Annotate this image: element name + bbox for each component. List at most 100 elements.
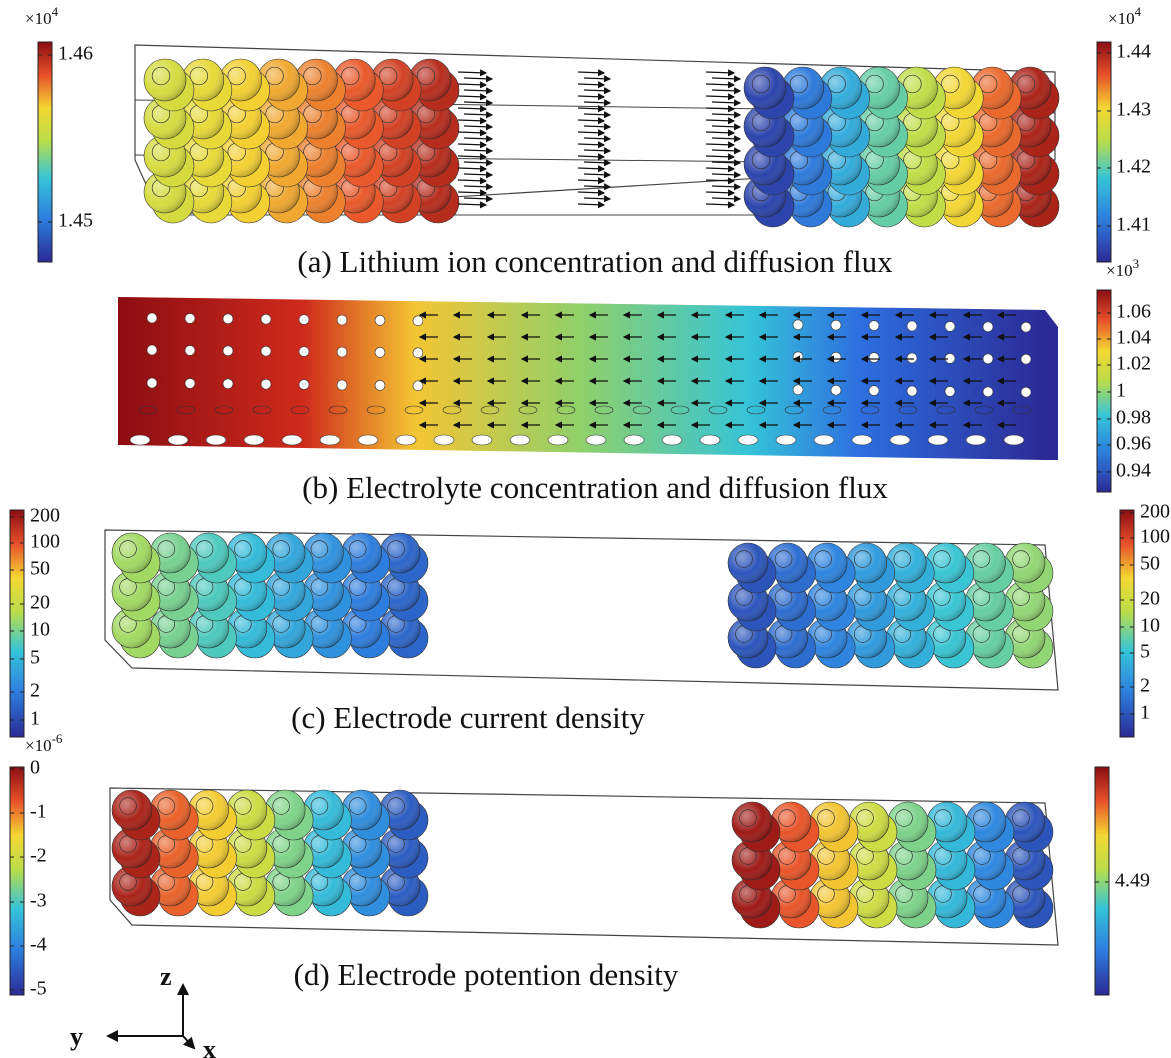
flux-arrow: [464, 114, 492, 115]
axis-label: y: [70, 1022, 83, 1051]
flux-arrow: [584, 138, 610, 139]
flux-arrow: [706, 144, 734, 145]
colorbar-tick-label: -2: [30, 845, 47, 867]
pore: [907, 353, 917, 363]
flux-arrow: [584, 126, 610, 127]
pore: [624, 435, 644, 445]
flux-arrow: [578, 108, 604, 109]
colorbar-tick-label: 5: [1140, 641, 1150, 663]
flux-arrow: [584, 198, 610, 199]
pore: [261, 346, 271, 356]
pore: [337, 315, 347, 325]
colorbar-tick-label: 0: [30, 757, 40, 779]
flux-arrow: [706, 72, 734, 73]
colorbar-tick-label: 1.02: [1116, 353, 1151, 375]
pore: [907, 386, 917, 396]
pore: [261, 379, 271, 389]
colorbar-tick-label: 1.43: [1116, 99, 1151, 121]
caption: (d) Electrode potention density: [294, 957, 679, 992]
particle-shade: [144, 59, 186, 101]
flux-arrow: [464, 90, 492, 91]
colorbar-tick-label: 50: [30, 558, 50, 580]
flux-arrow: [712, 162, 740, 163]
pore: [945, 321, 955, 331]
pore: [320, 435, 340, 445]
pore: [337, 347, 347, 357]
colorbar: [1120, 510, 1134, 737]
colorbar-exponent: ×104: [25, 4, 59, 28]
colorbar-exponent: ×104: [1108, 4, 1142, 28]
pore: [793, 385, 803, 395]
pore: [375, 315, 385, 325]
flux-arrow: [458, 108, 486, 109]
flux-arrow: [712, 90, 740, 91]
colorbar-tick-label: 100: [1140, 526, 1170, 548]
flux-arrow: [464, 186, 492, 187]
pore: [945, 386, 955, 396]
flux-arrow: [578, 144, 604, 145]
flux-arrow: [464, 126, 492, 127]
flux-arrow: [712, 150, 740, 151]
exponent-power: 3: [1133, 256, 1140, 271]
flux-arrow: [458, 96, 486, 97]
flux-arrow: [712, 126, 740, 127]
exponent-power: 4: [52, 4, 59, 19]
flux-arrow: [578, 168, 604, 169]
pore: [793, 352, 803, 362]
pore: [413, 348, 423, 358]
colorbar-tick-label: 1.06: [1116, 301, 1151, 323]
flux-arrow: [458, 180, 486, 181]
pore: [1004, 435, 1024, 445]
colorbar: [10, 510, 24, 737]
colorbar-tick-label: 0.98: [1116, 407, 1151, 429]
particle-shade: [732, 802, 772, 842]
flux-arrow: [458, 84, 486, 85]
flux-arrow: [712, 114, 740, 115]
flux-arrow: [578, 96, 604, 97]
pore: [375, 347, 385, 357]
flux-arrow: [458, 72, 486, 73]
colorbar-tick-label: 1: [1116, 380, 1126, 402]
pore: [147, 378, 157, 388]
exponent-power: 4: [1135, 4, 1142, 19]
flux-arrow: [706, 168, 734, 169]
axis-label: x: [203, 1035, 216, 1058]
flux-arrow: [464, 162, 492, 163]
axis-label: z: [160, 962, 172, 991]
colorbar-tick-label: 20: [1140, 588, 1160, 610]
flux-arrow: [584, 162, 610, 163]
pore: [966, 435, 986, 445]
exponent-power: -6: [52, 731, 63, 746]
pore: [375, 380, 385, 390]
flux-arrow: [464, 150, 492, 151]
colorbar-tick-label: 0.94: [1116, 460, 1151, 482]
flux-arrow: [458, 204, 486, 205]
pore: [299, 315, 309, 325]
flux-arrow: [712, 174, 740, 175]
colorbar-tick-label: -4: [30, 934, 47, 956]
coordinate-axes: z y x: [70, 962, 216, 1058]
flux-arrow: [712, 78, 740, 79]
flux-arrow: [464, 138, 492, 139]
electrolyte-side: [1045, 310, 1058, 460]
flux-arrow: [578, 72, 604, 73]
colorbar-tick-label: 1.46: [58, 43, 93, 65]
flux-arrow: [578, 156, 604, 157]
flux-arrow: [578, 180, 604, 181]
flux-arrow: [706, 84, 734, 85]
colorbar-tick-label: 1.42: [1116, 156, 1151, 178]
pore: [852, 435, 872, 445]
colorbar-tick-label: 1.45: [58, 210, 93, 232]
particle-shade: [728, 543, 768, 583]
flux-arrow: [584, 102, 610, 103]
colorbar-tick-label: 200: [30, 505, 60, 527]
pore: [928, 435, 948, 445]
pore: [869, 321, 879, 331]
colorbar: [1097, 42, 1111, 262]
pore: [831, 320, 841, 330]
colorbar-tick-label: 5: [30, 647, 40, 669]
pore: [147, 345, 157, 355]
colorbar-tick-label: 1: [30, 708, 40, 730]
particle-shade: [112, 533, 152, 573]
flux-arrow: [584, 174, 610, 175]
